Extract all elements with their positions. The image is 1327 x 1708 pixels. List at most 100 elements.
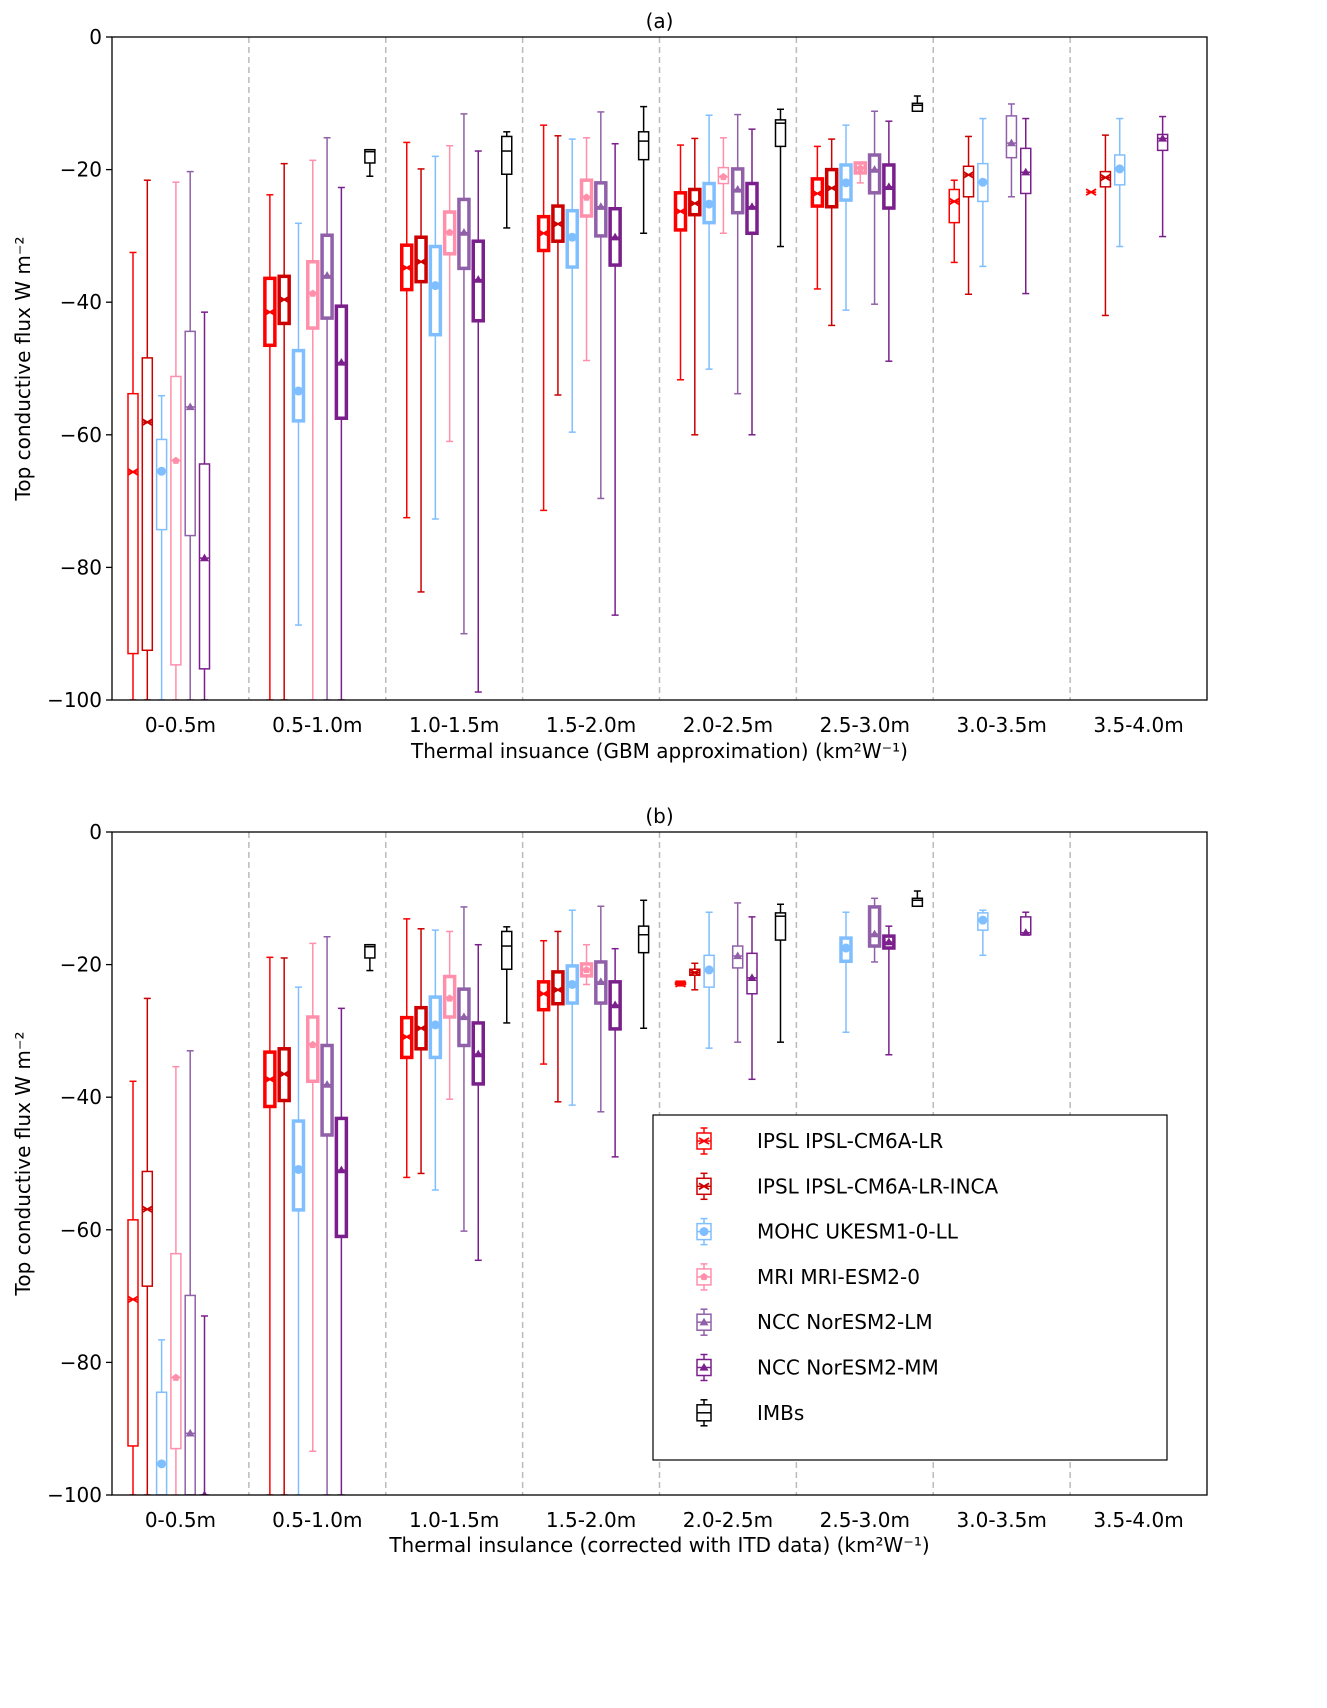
box-plot xyxy=(1020,117,1032,295)
x-marker xyxy=(415,257,427,266)
x-marker xyxy=(698,1182,710,1191)
box xyxy=(702,181,716,225)
box-plot xyxy=(911,890,924,908)
box-plot xyxy=(637,105,650,234)
box-plot xyxy=(839,124,853,311)
x-marker xyxy=(1085,188,1097,196)
x-marker xyxy=(689,968,701,977)
circle-marker xyxy=(841,943,851,953)
x-marker xyxy=(415,1024,427,1033)
pentagon-marker xyxy=(856,164,865,172)
legend-label: MRI MRI-ESM2-0 xyxy=(757,1265,920,1289)
triangle-marker xyxy=(473,275,483,283)
box-plot xyxy=(263,956,277,1495)
x-marker xyxy=(1099,173,1111,182)
box xyxy=(745,181,759,235)
box xyxy=(948,188,960,224)
circle-marker xyxy=(841,178,851,188)
box-plot xyxy=(471,150,485,693)
box xyxy=(977,912,989,931)
box xyxy=(364,148,376,164)
box xyxy=(911,897,924,908)
box-plot xyxy=(1156,115,1169,238)
x-tick-label: 3.5-4.0m xyxy=(1093,713,1183,737)
triangle-marker xyxy=(699,1363,709,1371)
plot-frame xyxy=(111,831,1208,1496)
legend-item: IPSL IPSL-CM6A-LR-INCA xyxy=(696,1172,998,1201)
legend-label: IPSL IPSL-CM6A-LR-INCA xyxy=(757,1174,998,1198)
box xyxy=(717,166,730,185)
circle-marker xyxy=(1115,164,1125,174)
x-tick-label: 0.5-1.0m xyxy=(272,713,362,737)
box xyxy=(1020,147,1032,195)
box-plot xyxy=(428,929,443,1191)
box-plot xyxy=(306,942,320,1452)
box-plot xyxy=(414,168,428,593)
x-tick-label: 1.5-2.0m xyxy=(546,713,636,737)
box xyxy=(637,925,650,954)
x-marker xyxy=(675,207,686,216)
box-plot xyxy=(141,997,154,1495)
triangle-marker xyxy=(610,1000,620,1009)
triangle-marker xyxy=(459,1012,469,1021)
x-marker xyxy=(675,980,686,988)
x-axis-label: Thermal insulance (corrected with ITD da… xyxy=(388,1533,929,1557)
box xyxy=(810,177,825,208)
box-plot xyxy=(579,943,594,986)
box-plot xyxy=(291,222,306,626)
box xyxy=(442,974,457,1019)
box xyxy=(141,1170,154,1287)
legend-label: IPSL IPSL-CM6A-LR xyxy=(757,1129,943,1153)
y-tick-label: 0 xyxy=(89,820,102,844)
x-tick-label: 2.5-3.0m xyxy=(820,713,910,737)
box xyxy=(155,1391,168,1495)
x-marker xyxy=(826,184,838,192)
box xyxy=(184,1294,196,1495)
box xyxy=(364,943,376,959)
x-marker xyxy=(264,308,276,316)
box-plot xyxy=(457,906,471,1232)
x-tick-label: 3.0-3.5m xyxy=(957,1508,1047,1532)
x-marker xyxy=(278,1070,290,1078)
pentagon-marker xyxy=(582,193,591,201)
legend-label: MOHC UKESM1-0-LL xyxy=(757,1220,959,1244)
box-plot xyxy=(867,897,882,963)
box xyxy=(306,1015,320,1084)
box-plot xyxy=(717,137,730,234)
box xyxy=(730,167,745,215)
x-tick-label: 2.0-2.5m xyxy=(683,1508,773,1532)
box-plot xyxy=(977,117,989,268)
boxes xyxy=(127,890,1032,1495)
box xyxy=(198,463,211,670)
triangle-marker xyxy=(336,1165,346,1174)
circle-marker xyxy=(157,466,167,476)
x-marker xyxy=(401,1033,413,1041)
legend-item: MRI MRI-ESM2-0 xyxy=(696,1263,920,1291)
x-marker xyxy=(141,418,153,426)
box-plot xyxy=(184,170,196,700)
plot-frame xyxy=(111,36,1208,701)
box-plot xyxy=(291,986,306,1495)
triangle-marker xyxy=(610,232,620,241)
box-plot xyxy=(774,903,787,1043)
triangle-marker xyxy=(459,228,469,236)
box-plot xyxy=(839,911,853,1033)
triangle-marker xyxy=(884,937,894,946)
legend-item: IPSL IPSL-CM6A-LR xyxy=(696,1127,943,1155)
box-plot xyxy=(414,928,428,1175)
box-plot xyxy=(608,142,622,616)
box-plot xyxy=(127,1080,139,1495)
y-tick-label: −80 xyxy=(60,555,102,579)
box-plot xyxy=(320,137,334,700)
triangle-marker xyxy=(1158,133,1168,142)
box-plot xyxy=(867,110,882,305)
circle-marker xyxy=(293,386,303,396)
triangle-marker xyxy=(322,1080,332,1088)
y-tick-label: −100 xyxy=(47,1483,102,1507)
y-tick-label: −80 xyxy=(60,1350,102,1374)
x-axis-label: Thermal insuance (GBM approximation) (km… xyxy=(410,739,908,763)
triangle-marker xyxy=(747,973,757,982)
x-marker xyxy=(538,229,550,238)
triangle-marker xyxy=(596,977,606,985)
